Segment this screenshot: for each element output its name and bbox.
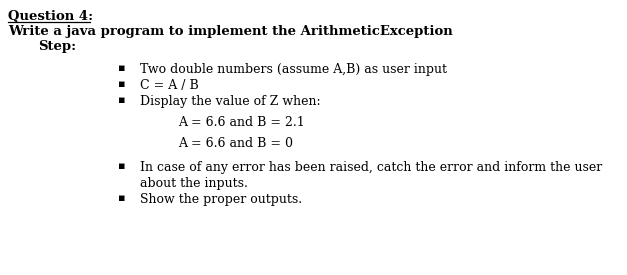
Text: ▪: ▪ xyxy=(118,193,125,203)
Text: Question 4:: Question 4: xyxy=(8,10,93,23)
Text: ▪: ▪ xyxy=(118,161,125,171)
Text: about the inputs.: about the inputs. xyxy=(140,177,248,190)
Text: Show the proper outputs.: Show the proper outputs. xyxy=(140,193,302,206)
Text: C = A / B: C = A / B xyxy=(140,79,199,92)
Text: ▪: ▪ xyxy=(118,95,125,105)
Text: Step:: Step: xyxy=(38,40,76,53)
Text: ▪: ▪ xyxy=(118,79,125,89)
Text: A = 6.6 and B = 0: A = 6.6 and B = 0 xyxy=(178,137,293,150)
Text: Two double numbers (assume A,B) as user input: Two double numbers (assume A,B) as user … xyxy=(140,63,447,76)
Text: A = 6.6 and B = 2.1: A = 6.6 and B = 2.1 xyxy=(178,116,305,129)
Text: Display the value of Z when:: Display the value of Z when: xyxy=(140,95,320,108)
Text: ▪: ▪ xyxy=(118,63,125,73)
Text: In case of any error has been raised, catch the error and inform the user: In case of any error has been raised, ca… xyxy=(140,161,603,174)
Text: Write a java program to implement the ArithmeticException: Write a java program to implement the Ar… xyxy=(8,25,453,38)
